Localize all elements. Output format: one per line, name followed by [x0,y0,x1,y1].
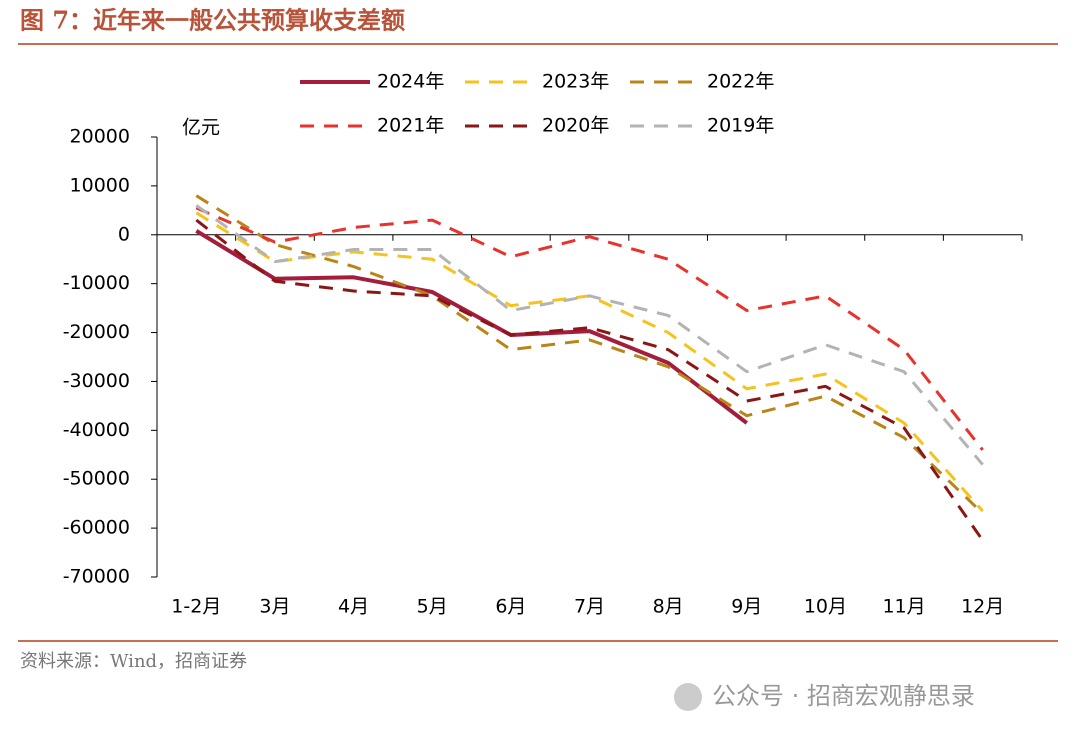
series-line [195,218,984,542]
x-tick-label: 12月 [961,596,1004,618]
series-line [195,206,984,451]
plot: 20000 10000 0 -10000 -20000 -30000 -40000 -5000… [63,71,1023,618]
watermark: 公众号 · 招商宏观静思录 [712,682,975,710]
series-line [195,229,748,425]
x-tick-label: 4月 [338,596,369,618]
series-line [195,194,984,515]
y-tick-label: 10000 [70,174,130,196]
y-tick-label: 20000 [70,126,130,148]
legend-label: 2020年 [542,115,609,137]
x-tick-label: 6月 [495,596,526,618]
watermark-icon [674,683,702,711]
legend-label: 2022年 [707,71,774,93]
legend-label: 2024年 [377,71,444,93]
x-tick-label: 1-2月 [171,596,221,618]
legend-label: 2021年 [377,115,444,137]
series-line [195,204,984,466]
y-tick-label: -20000 [63,321,130,343]
y-tick-label: -30000 [63,370,130,392]
x-tick-label: 11月 [882,596,925,618]
x-tick-label: 8月 [653,596,684,618]
figure-title: 图 7：近年来一般公共预算收支差额 [20,6,405,35]
x-tick-label: 10月 [804,596,847,618]
unit-label: 亿元 [182,117,220,139]
y-tick-label: -40000 [63,419,130,441]
legend-label: 2023年 [542,71,609,93]
x-tick-label: 3月 [259,596,290,618]
y-tick-label: -50000 [63,468,130,490]
legend-label: 2019年 [707,115,774,137]
source: 资料来源：Wind，招商证券 [20,651,247,672]
y-tick-label: -10000 [63,272,130,294]
x-tick-label: 9月 [731,596,762,618]
y-tick-label: -60000 [63,517,130,539]
x-tick-label: 7月 [574,596,605,618]
y-tick-label: 0 [118,223,130,245]
y-tick-label: -70000 [63,566,130,588]
series-line [195,211,984,512]
x-tick-label: 5月 [417,596,448,618]
